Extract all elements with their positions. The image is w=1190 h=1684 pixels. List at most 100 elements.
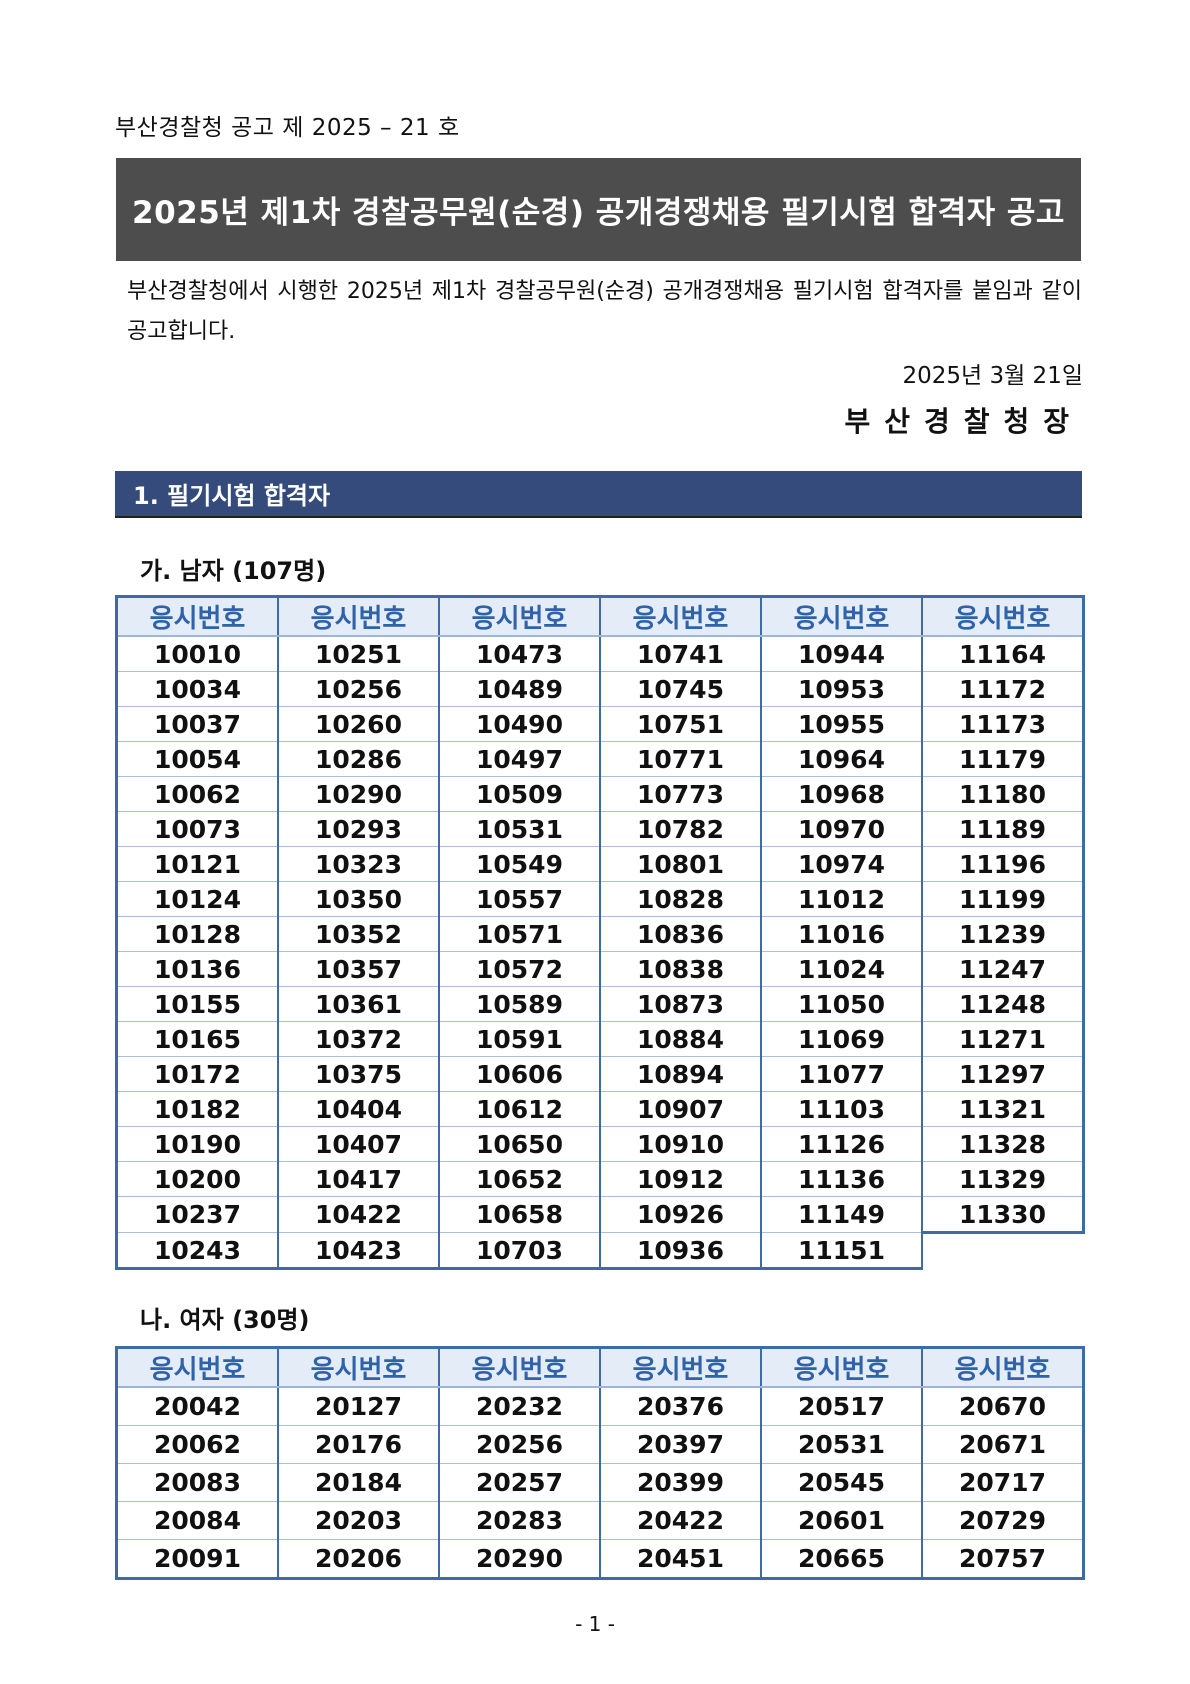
- exam-number-cell: 10165: [115, 1021, 279, 1057]
- exam-number-cell: 11149: [760, 1196, 923, 1233]
- exam-number-cell: 10838: [599, 951, 762, 987]
- exam-number-cell: 10286: [277, 741, 440, 777]
- column-header: 응시번호: [115, 595, 279, 637]
- female-pass-table: 응시번호 응시번호 응시번호 응시번호 응시번호 응시번호 20042 20127 20232 2…: [115, 1346, 1085, 1580]
- table-row: 10182 10404 10612 10907 11103 11321: [115, 1091, 1085, 1127]
- exam-number-cell: 10751: [599, 706, 762, 742]
- exam-number-cell: 20376: [599, 1386, 762, 1426]
- exam-number-cell: 10293: [277, 811, 440, 847]
- table-row: 20091 20206 20290 20451 20665 20757: [115, 1539, 1085, 1580]
- notice-date: 2025년 3월 21일: [902, 363, 1083, 389]
- exam-number-cell: 11179: [921, 741, 1085, 777]
- exam-number-cell: 11172: [921, 671, 1085, 707]
- exam-number-cell: 10037: [115, 706, 279, 742]
- exam-number-cell: 11189: [921, 811, 1085, 847]
- exam-number-cell: 10782: [599, 811, 762, 847]
- table-row: 10037 10260 10490 10751 10955 11173: [115, 706, 1085, 742]
- table-row: 10190 10407 10650 10910 11126 11328: [115, 1126, 1085, 1162]
- exam-number-cell: 20290: [438, 1539, 601, 1580]
- table-row: 10054 10286 10497 10771 10964 11179: [115, 741, 1085, 777]
- exam-number-cell: 20397: [599, 1425, 762, 1464]
- column-header: 응시번호: [599, 595, 762, 637]
- table-row: 20083 20184 20257 20399 20545 20717: [115, 1463, 1085, 1502]
- exam-number-cell: 20717: [921, 1463, 1085, 1502]
- table-row: 10124 10350 10557 10828 11012 11199: [115, 881, 1085, 917]
- exam-number-cell: 11199: [921, 881, 1085, 917]
- page-number: - 1 -: [575, 1612, 615, 1636]
- exam-number-cell: 10771: [599, 741, 762, 777]
- exam-number-cell: 11248: [921, 986, 1085, 1022]
- table-row: 10136 10357 10572 10838 11024 11247: [115, 951, 1085, 987]
- exam-number-cell: 10497: [438, 741, 601, 777]
- exam-number-cell: 10936: [599, 1232, 762, 1270]
- exam-number-cell: 20422: [599, 1501, 762, 1540]
- exam-number-cell: 20531: [760, 1425, 923, 1464]
- exam-number-cell: 10243: [115, 1232, 279, 1270]
- exam-number-cell: 10873: [599, 986, 762, 1022]
- exam-number-cell: 20670: [921, 1386, 1085, 1426]
- exam-number-cell: 10549: [438, 846, 601, 882]
- exam-number-cell: 10372: [277, 1021, 440, 1057]
- exam-number-cell: 20671: [921, 1425, 1085, 1464]
- table-row: 10172 10375 10606 10894 11077 11297: [115, 1056, 1085, 1092]
- column-header: 응시번호: [760, 595, 923, 637]
- exam-number-cell: 20256: [438, 1425, 601, 1464]
- exam-number-cell: 11271: [921, 1021, 1085, 1057]
- exam-number-cell: 11069: [760, 1021, 923, 1057]
- exam-number-cell: 10968: [760, 776, 923, 812]
- exam-number-cell: 11077: [760, 1056, 923, 1092]
- exam-number-cell: 10237: [115, 1196, 279, 1233]
- exam-number-cell: 10155: [115, 986, 279, 1022]
- exam-number-cell: 20665: [760, 1539, 923, 1580]
- exam-number-cell: 20517: [760, 1386, 923, 1426]
- exam-number-cell: 10489: [438, 671, 601, 707]
- exam-number-cell: 20729: [921, 1501, 1085, 1540]
- exam-number-cell: 20127: [277, 1386, 440, 1426]
- table-row: 10121 10323 10549 10801 10974 11196: [115, 846, 1085, 882]
- exam-number-cell: 10121: [115, 846, 279, 882]
- exam-number-cell: 11016: [760, 916, 923, 952]
- exam-number-cell: 10745: [599, 671, 762, 707]
- exam-number-cell: 10955: [760, 706, 923, 742]
- exam-number-cell: 20757: [921, 1539, 1085, 1580]
- exam-number-cell: 10836: [599, 916, 762, 952]
- exam-number-cell: 10422: [277, 1196, 440, 1233]
- exam-number-cell: 20084: [115, 1501, 279, 1540]
- exam-number-cell: 10974: [760, 846, 923, 882]
- exam-number-cell: 10612: [438, 1091, 601, 1127]
- exam-number-cell: 10054: [115, 741, 279, 777]
- exam-number-cell: 10357: [277, 951, 440, 987]
- exam-number-cell: 10352: [277, 916, 440, 952]
- exam-number-cell: 10652: [438, 1161, 601, 1197]
- exam-number-cell: 10417: [277, 1161, 440, 1197]
- exam-number-cell: 10884: [599, 1021, 762, 1057]
- column-header: 응시번호: [438, 595, 601, 637]
- document-title: 2025년 제1차 경찰공무원(순경) 공개경쟁채용 필기시험 합격자 공고: [132, 195, 1065, 231]
- column-header: 응시번호: [760, 1346, 923, 1388]
- exam-number-cell: 20062: [115, 1425, 279, 1464]
- exam-number-cell: 10907: [599, 1091, 762, 1127]
- column-header: 응시번호: [921, 595, 1085, 637]
- male-pass-table: 응시번호 응시번호 응시번호 응시번호 응시번호 응시번호 10010 10251 10473 1…: [115, 595, 1085, 1270]
- exam-number-cell: 11329: [921, 1161, 1085, 1197]
- exam-number-cell: 20091: [115, 1539, 279, 1580]
- issuer-name: 부산경찰청장: [844, 405, 1083, 438]
- section-header: 1. 필기시험 합격자: [115, 471, 1082, 518]
- exam-number-cell: 10251: [277, 635, 440, 672]
- female-heading: 나. 여자 (30명): [140, 1306, 310, 1334]
- exam-number-cell: 11180: [921, 776, 1085, 812]
- exam-number-cell: 10407: [277, 1126, 440, 1162]
- table-header-row: 응시번호 응시번호 응시번호 응시번호 응시번호 응시번호: [115, 595, 1085, 637]
- table-row: 20042 20127 20232 20376 20517 20670: [115, 1386, 1085, 1426]
- exam-number-cell: 10182: [115, 1091, 279, 1127]
- exam-number-cell: 20184: [277, 1463, 440, 1502]
- exam-number-cell: 10557: [438, 881, 601, 917]
- exam-number-cell: 10953: [760, 671, 923, 707]
- section-title: 1. 필기시험 합격자: [133, 482, 331, 510]
- table-row: 20084 20203 20283 20422 20601 20729: [115, 1501, 1085, 1540]
- exam-number-cell: 10404: [277, 1091, 440, 1127]
- exam-number-cell: 10509: [438, 776, 601, 812]
- exam-number-cell: 11328: [921, 1126, 1085, 1162]
- exam-number-cell: 10912: [599, 1161, 762, 1197]
- table-row: 10165 10372 10591 10884 11069 11271: [115, 1021, 1085, 1057]
